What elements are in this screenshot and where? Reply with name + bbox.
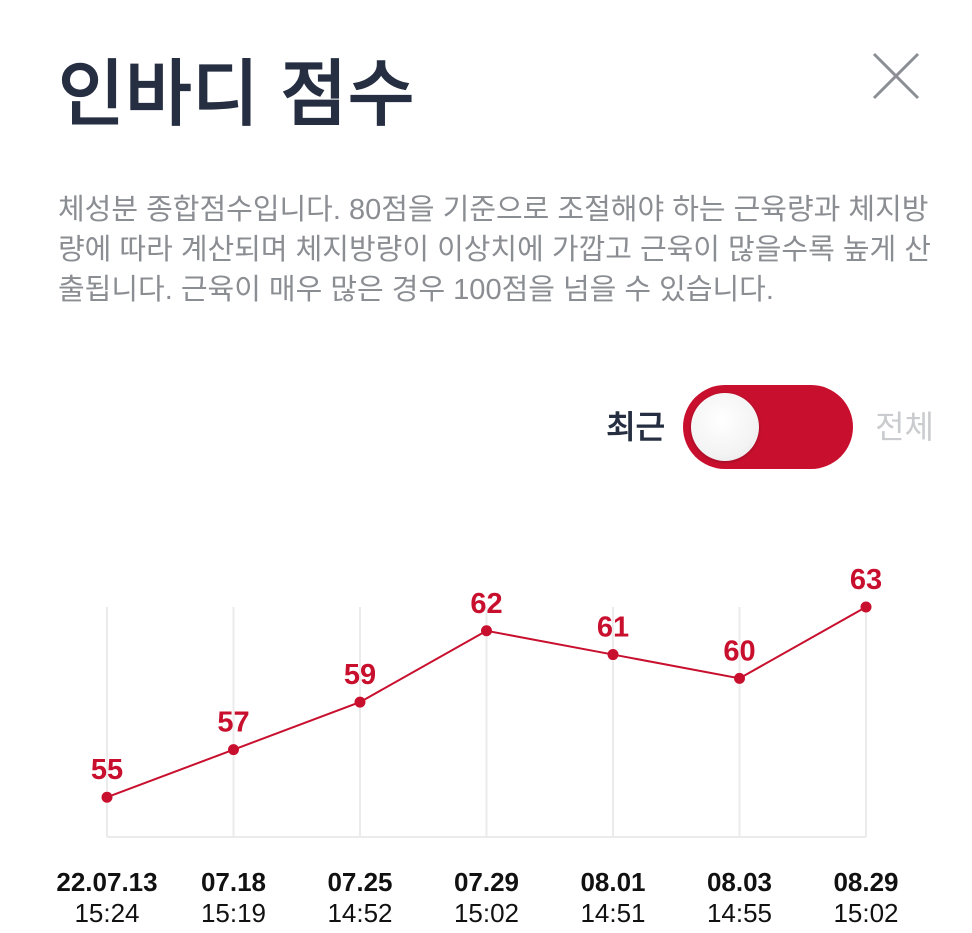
toggle-label-all[interactable]: 전체 — [875, 409, 934, 445]
data-label: 63 — [850, 564, 882, 596]
x-tick-label-time: 15:24 — [74, 898, 139, 928]
toggle-knob — [691, 393, 760, 461]
data-label: 60 — [723, 635, 755, 667]
period-toggle-group: 최근 전체 — [606, 384, 934, 470]
x-tick-label-time: 14:52 — [327, 898, 392, 928]
data-label: 59 — [344, 659, 376, 691]
data-label: 62 — [470, 588, 502, 620]
close-icon[interactable] — [866, 46, 926, 106]
data-point[interactable] — [734, 672, 745, 684]
data-label: 61 — [597, 612, 629, 644]
x-tick-label-date: 08.03 — [707, 867, 772, 897]
x-tick-label-time: 14:55 — [707, 898, 772, 928]
data-point[interactable] — [607, 649, 619, 661]
data-point[interactable] — [101, 791, 113, 803]
x-tick-label-date: 22.07.13 — [56, 867, 157, 897]
page-title: 인바디 점수 — [58, 55, 416, 135]
x-tick-label-time: 15:02 — [833, 898, 898, 928]
data-point[interactable] — [354, 696, 366, 708]
data-point[interactable] — [228, 744, 239, 756]
period-toggle-switch[interactable] — [683, 385, 854, 469]
x-tick-label-date: 08.29 — [833, 867, 898, 897]
toggle-label-recent[interactable]: 최근 — [606, 409, 666, 445]
x-tick-label-date: 07.29 — [454, 867, 519, 897]
data-label: 55 — [91, 754, 123, 786]
x-tick-label-time: 15:02 — [454, 898, 519, 928]
x-tick-label-time: 14:51 — [580, 898, 645, 928]
score-description: 체성분 종합점수입니다. 80점을 기준으로 조절해야 하는 근육량과 체지방량… — [58, 194, 931, 306]
data-point[interactable] — [481, 625, 492, 637]
x-tick-label-time: 15:19 — [201, 898, 266, 928]
x-tick-label-date: 08.01 — [580, 867, 645, 897]
data-point[interactable] — [860, 601, 872, 613]
x-tick-label-date: 07.25 — [327, 867, 392, 897]
data-label: 57 — [217, 707, 249, 739]
x-tick-label-date: 07.18 — [201, 867, 266, 897]
